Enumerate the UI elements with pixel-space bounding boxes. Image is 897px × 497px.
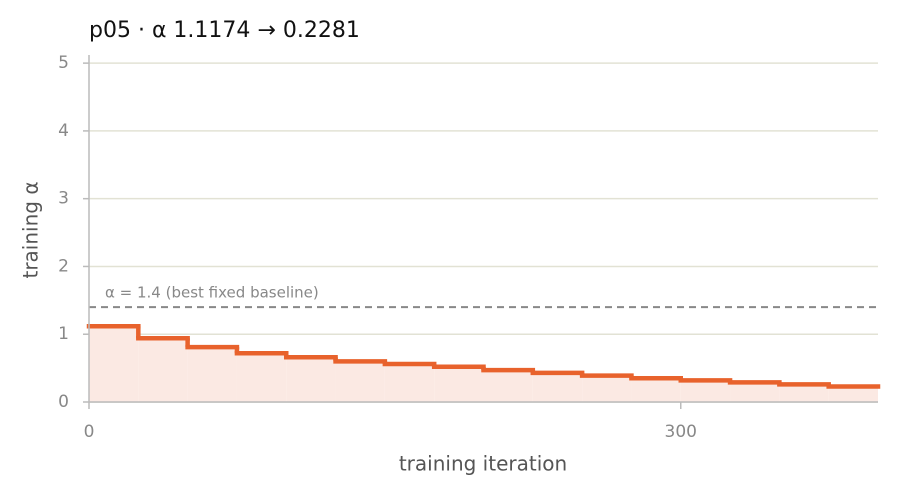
area-fill — [236, 353, 287, 402]
area-fill — [187, 347, 237, 402]
chart-title: p05 · α 1.1174 → 0.2281 — [89, 18, 360, 43]
area-fill — [335, 361, 385, 402]
x-tick-label: 0 — [84, 422, 95, 442]
baseline-label: α = 1.4 (best fixed baseline) — [105, 284, 319, 302]
area-fill — [532, 372, 583, 402]
y-tick-label: 3 — [58, 189, 69, 209]
area-fill — [89, 326, 139, 402]
y-axis-label: training α — [19, 181, 43, 278]
area-fill — [286, 357, 336, 402]
area-fill — [434, 366, 484, 402]
area-fill — [631, 378, 681, 402]
x-axis-label: training iteration — [399, 452, 567, 476]
y-tick-label: 0 — [58, 392, 69, 412]
area-fill — [138, 338, 188, 402]
y-tick-label: 4 — [58, 121, 69, 141]
area-fill — [730, 382, 780, 402]
area-fill — [779, 384, 829, 402]
area-fill — [828, 386, 878, 402]
y-tick-label: 2 — [58, 256, 69, 276]
area-fill — [582, 375, 632, 402]
x-tick-label: 300 — [665, 422, 697, 442]
y-tick-label: 1 — [58, 324, 69, 344]
area-fill — [680, 380, 731, 402]
y-tick-label: 5 — [58, 53, 69, 73]
area-fill — [483, 370, 533, 402]
area-fill — [384, 364, 435, 402]
